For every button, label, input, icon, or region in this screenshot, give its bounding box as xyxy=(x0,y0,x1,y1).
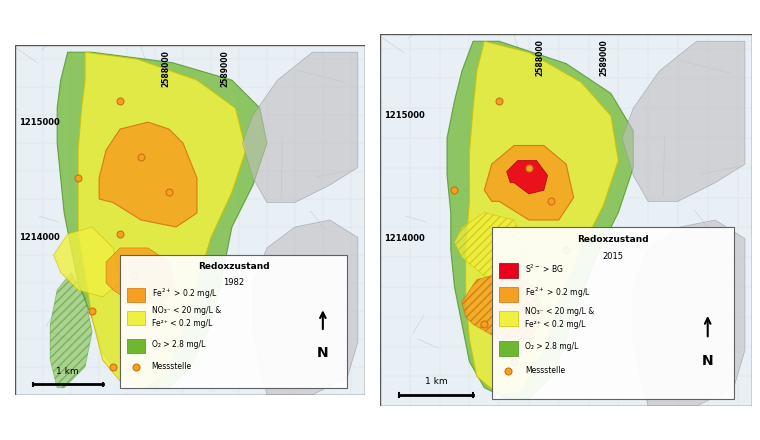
Text: NO₃⁻ < 20 mg/L &: NO₃⁻ < 20 mg/L & xyxy=(525,307,594,316)
Bar xyxy=(492,227,733,399)
Polygon shape xyxy=(54,227,120,297)
Polygon shape xyxy=(633,220,745,406)
Polygon shape xyxy=(253,220,358,395)
Text: Redoxzustand: Redoxzustand xyxy=(577,235,648,244)
Text: 1214000: 1214000 xyxy=(384,234,425,243)
Text: 1 km: 1 km xyxy=(56,367,79,376)
Bar xyxy=(127,339,144,353)
Text: 1215000: 1215000 xyxy=(19,117,59,127)
Text: Messstelle: Messstelle xyxy=(151,362,192,371)
Bar xyxy=(499,341,518,356)
Bar xyxy=(120,255,347,388)
Polygon shape xyxy=(57,52,267,388)
Bar xyxy=(499,287,518,302)
Text: O₂ > 2.8 mg/L: O₂ > 2.8 mg/L xyxy=(525,342,578,351)
Text: N: N xyxy=(702,354,714,368)
Text: 2015: 2015 xyxy=(602,252,623,260)
Bar xyxy=(127,288,144,302)
Text: Fe$^{2+}$ > 0.2 mg/L: Fe$^{2+}$ > 0.2 mg/L xyxy=(525,286,591,300)
Polygon shape xyxy=(462,272,544,339)
Text: Fe²⁺ < 0.2 mg/L: Fe²⁺ < 0.2 mg/L xyxy=(151,319,212,328)
Polygon shape xyxy=(78,52,246,388)
Polygon shape xyxy=(466,41,619,395)
Text: Redoxzustand: Redoxzustand xyxy=(198,262,270,271)
Bar xyxy=(499,311,518,326)
Polygon shape xyxy=(50,272,92,388)
Text: 2589000: 2589000 xyxy=(220,51,230,87)
Text: 1214000: 1214000 xyxy=(19,233,59,242)
Bar xyxy=(499,263,518,278)
Text: NO₃⁻ < 20 mg/L &: NO₃⁻ < 20 mg/L & xyxy=(151,306,221,315)
Text: N: N xyxy=(317,346,328,360)
Text: Messstelle: Messstelle xyxy=(525,367,565,375)
Text: 1 km: 1 km xyxy=(425,377,447,386)
Polygon shape xyxy=(447,41,633,399)
Text: Fe²⁺ < 0.2 mg/L: Fe²⁺ < 0.2 mg/L xyxy=(525,320,586,329)
Text: 1982: 1982 xyxy=(223,278,244,287)
Polygon shape xyxy=(622,41,745,202)
Polygon shape xyxy=(507,161,547,194)
Polygon shape xyxy=(454,213,529,279)
Polygon shape xyxy=(484,146,574,220)
Polygon shape xyxy=(99,122,197,227)
Text: 1215000: 1215000 xyxy=(384,111,425,120)
Polygon shape xyxy=(242,52,358,202)
Text: O₂ > 2.8 mg/L: O₂ > 2.8 mg/L xyxy=(151,340,205,348)
Text: Fe$^{2+}$ > 0.2 mg/L: Fe$^{2+}$ > 0.2 mg/L xyxy=(151,286,217,301)
Text: 2588000: 2588000 xyxy=(536,40,545,76)
Bar xyxy=(127,311,144,325)
Polygon shape xyxy=(106,248,176,304)
Text: 2589000: 2589000 xyxy=(599,40,608,76)
Text: 2588000: 2588000 xyxy=(161,51,170,87)
Text: S$^{2-}$ > BG: S$^{2-}$ > BG xyxy=(525,262,564,275)
